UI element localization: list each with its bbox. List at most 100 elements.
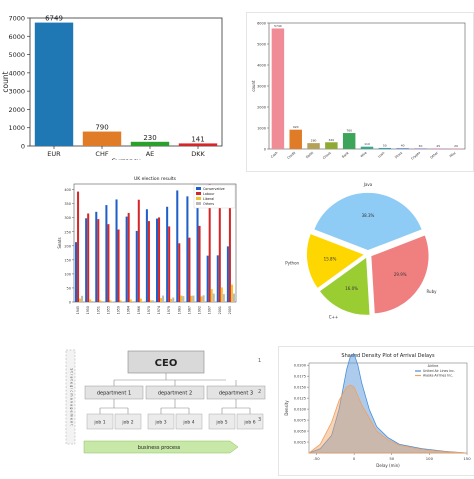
bar-liberal-2005 xyxy=(231,285,233,302)
bar-others-1992 xyxy=(203,295,205,302)
bar-credit xyxy=(289,130,301,149)
y-tick-label: 400 xyxy=(64,188,71,192)
y-tick-label: 300 xyxy=(64,216,71,220)
density-chart-svg: Shaded Density Plot of Arrival Delays0.0… xyxy=(279,347,474,475)
vertical-label: S t r a t e g i c m a n a g e m e n t xyxy=(70,368,74,426)
legend-swatch xyxy=(196,197,201,200)
x-tick-label: 0 xyxy=(353,456,356,461)
slice-percent: 29.9% xyxy=(394,272,407,277)
level-label: 2 xyxy=(258,389,261,395)
x-tick-label: Crypto xyxy=(410,151,421,161)
bar-eur xyxy=(35,23,73,146)
bar-conservative-1983 xyxy=(176,190,178,302)
y-tick-label: 7000 xyxy=(8,15,25,23)
bar-others-1955 xyxy=(111,301,113,302)
bar-stock xyxy=(396,148,408,149)
bar-conservative-1955 xyxy=(105,205,107,302)
x-tick-label: DKK xyxy=(191,150,205,158)
y-tick-label: 5000 xyxy=(8,51,25,59)
bar-cash xyxy=(272,28,284,149)
y-tick-label: 0 xyxy=(69,301,71,305)
x-axis-label: Delay (min) xyxy=(376,463,400,468)
x-tick-label: 1970 xyxy=(147,306,151,314)
legend-label: Labour xyxy=(203,192,215,196)
x-tick-label: 1974 xyxy=(157,306,161,314)
y-tick-label: 4000 xyxy=(257,64,266,68)
bar-others-1970 xyxy=(152,300,154,302)
bar-labour-1951 xyxy=(97,219,99,302)
y-tick-label: 0.0075 xyxy=(294,419,306,423)
slice-percent: 16.0% xyxy=(345,286,358,291)
x-tick-label: Other xyxy=(429,150,439,159)
x-tick-label: 1997 xyxy=(208,306,212,314)
legend-title: Airline xyxy=(428,364,439,368)
data-label: 320 xyxy=(328,138,334,142)
category-bar-chart-svg: 0100020003000400050006000count5740Cash92… xyxy=(247,13,473,171)
y-tick-label: 0 xyxy=(264,148,266,152)
y-tick-label: 0.0100 xyxy=(294,408,306,412)
bar-others-1945 xyxy=(81,296,83,302)
bar-liberal-1979 xyxy=(170,299,172,302)
bar-crypto xyxy=(414,148,426,149)
data-label: 6749 xyxy=(45,15,63,23)
chart-title: UK election results xyxy=(134,176,177,182)
data-label: 25 xyxy=(436,144,440,148)
bar-wire xyxy=(361,147,373,149)
data-label: 5740 xyxy=(274,24,282,28)
org-diagram: S t r a t e g i c m a n a g e m e n t CEO… xyxy=(62,346,272,466)
x-axis-label: Currency xyxy=(111,157,140,160)
slice-percent: 38.3% xyxy=(362,213,375,218)
x-tick-label: Bank xyxy=(341,151,350,159)
bar-liberal-1987 xyxy=(190,296,192,302)
x-tick-label: 1987 xyxy=(187,306,191,314)
y-tick-label: 1000 xyxy=(257,127,266,131)
legend-swatch xyxy=(196,187,201,190)
y-tick-label: 150 xyxy=(64,258,71,262)
ceo-label: CEO xyxy=(155,358,178,369)
level-label: 3 xyxy=(258,417,261,423)
y-tick-label: 4000 xyxy=(8,69,25,77)
x-tick-label: 1992 xyxy=(198,306,202,314)
y-tick-label: 2000 xyxy=(257,106,266,110)
data-label: 230 xyxy=(143,134,156,142)
bar-liberal-2001 xyxy=(221,287,223,302)
data-label: 280 xyxy=(311,139,317,143)
bar-loan xyxy=(379,148,391,149)
legend-label: Liberal xyxy=(203,197,214,201)
data-label: 760 xyxy=(346,129,352,133)
x-tick-label: 2005 xyxy=(228,306,232,314)
bar-check xyxy=(325,142,337,149)
bar-conservative-1992 xyxy=(197,208,199,302)
slice-label: Ruby xyxy=(426,289,437,294)
x-tick-label: 150 xyxy=(463,456,471,461)
bar-other xyxy=(432,148,444,149)
x-tick-label: Misc xyxy=(449,151,457,159)
bar-others-1974 xyxy=(162,296,164,302)
x-tick-label: Wire xyxy=(360,151,368,159)
x-tick-label: 1959 xyxy=(117,306,121,314)
bar-labour-1955 xyxy=(107,224,109,302)
y-tick-label: 3000 xyxy=(8,88,25,96)
slice-label: C++ xyxy=(329,314,339,319)
bar-others-1979 xyxy=(172,298,174,302)
bar-labour-1950 xyxy=(87,214,89,303)
bar-liberal-1951 xyxy=(99,300,101,302)
bar-liberal-1974 xyxy=(160,298,162,302)
bar-labour-1959 xyxy=(118,230,120,302)
x-tick-label: 1955 xyxy=(106,306,110,314)
bar-others-2001 xyxy=(223,294,225,302)
x-tick-label: Debit xyxy=(305,150,315,159)
bar-labour-1945 xyxy=(77,192,79,302)
bar-others-2005 xyxy=(233,294,235,302)
bar-labour-1964 xyxy=(128,213,130,302)
legend-label: Conservative xyxy=(203,187,225,191)
y-axis-label: count xyxy=(1,71,10,92)
y-tick-label: 250 xyxy=(64,230,71,234)
y-tick-label: 3000 xyxy=(257,85,266,89)
y-axis-label: Seats xyxy=(57,237,62,248)
bar-liberal-1970 xyxy=(150,300,152,302)
y-tick-label: 0.0175 xyxy=(294,375,306,379)
job-label: job 6 xyxy=(243,420,255,426)
